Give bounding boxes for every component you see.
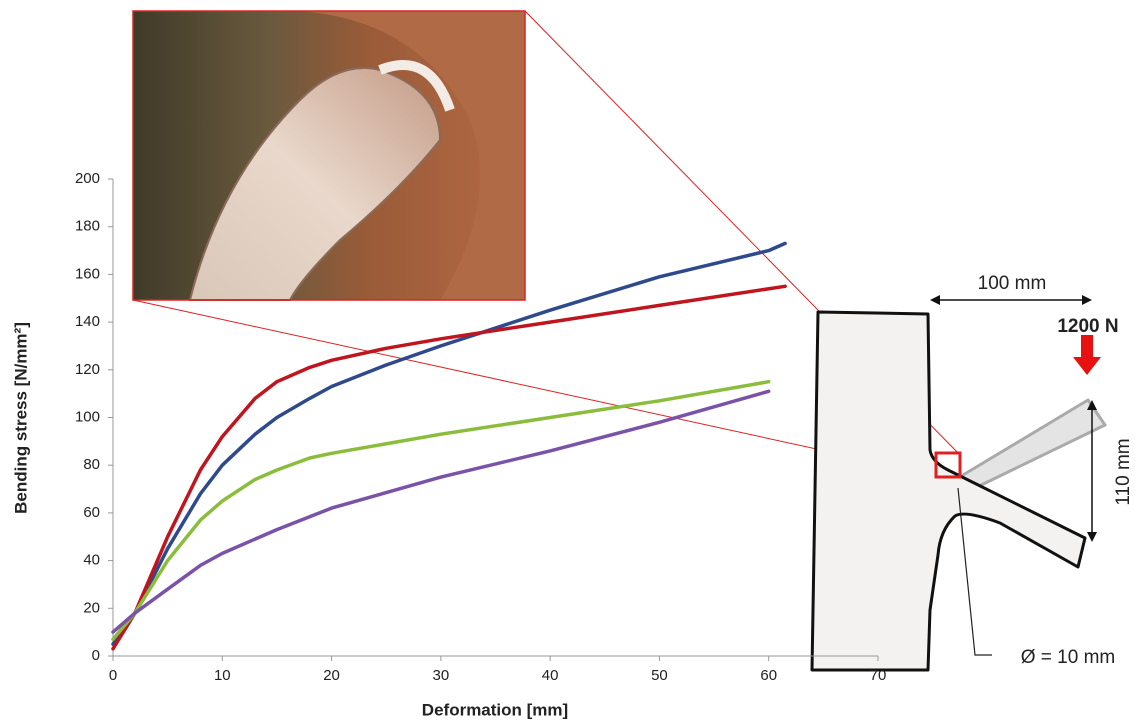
series-line [111, 241, 787, 646]
annotation: 1200 N [1057, 316, 1118, 337]
series-line [111, 389, 771, 634]
series-line [111, 379, 771, 642]
y-tick-label: 20 [83, 599, 100, 616]
annotation: 110 mm [1113, 438, 1134, 505]
root-diagram [810, 295, 1107, 672]
y-tick-label: 180 [75, 218, 100, 235]
y-tick-label: 200 [75, 170, 100, 187]
y-tick-label: 80 [83, 456, 100, 473]
annotation: 100 mm [978, 273, 1047, 294]
x-tick-label: 0 [109, 667, 117, 684]
x-tick-label: 20 [323, 667, 340, 684]
y-tick-label: 160 [75, 265, 100, 282]
y-axis-title: Bending stress [N/mm²] [11, 322, 30, 514]
y-tick-label: 120 [75, 361, 100, 378]
x-tick-label: 60 [760, 667, 777, 684]
series-line [111, 284, 787, 651]
x-axis-title: Deformation [mm] [422, 700, 568, 719]
x-tick-label: 30 [433, 667, 450, 684]
zoom-line [132, 299, 937, 476]
y-tick-label: 0 [92, 647, 100, 664]
y-tick-label: 60 [83, 504, 100, 521]
x-tick-label: 40 [542, 667, 559, 684]
y-tick-label: 40 [83, 552, 100, 569]
annotation: Ø = 10 mm [1021, 647, 1116, 668]
y-tick-label: 140 [75, 313, 100, 330]
x-tick-label: 50 [651, 667, 668, 684]
inset-photo [132, 10, 526, 301]
x-tick-label: 70 [870, 667, 887, 684]
x-tick-label: 10 [214, 667, 231, 684]
y-tick-label: 100 [75, 408, 100, 425]
